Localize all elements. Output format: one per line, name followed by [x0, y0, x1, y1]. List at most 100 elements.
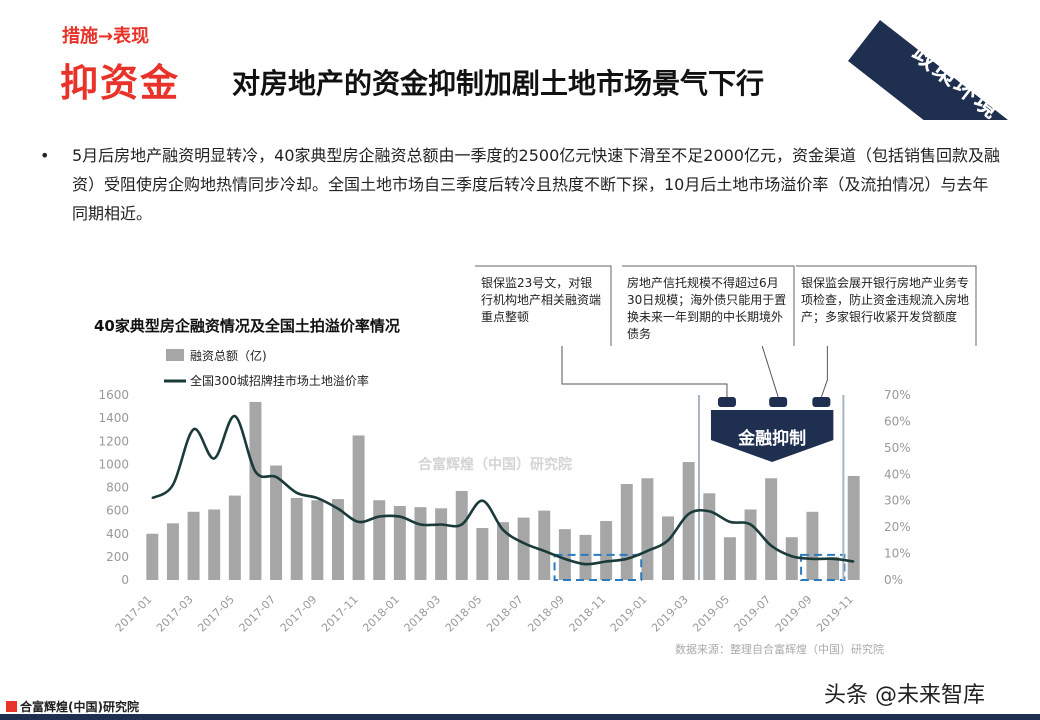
bar	[847, 475, 860, 580]
y-left-tick: 1600	[98, 388, 129, 402]
line-point	[667, 539, 669, 542]
bar	[352, 435, 365, 580]
y-right-tick: 10%	[884, 547, 911, 561]
bar	[208, 509, 221, 580]
line-point	[708, 510, 711, 513]
y-left-tick: 400	[106, 527, 129, 541]
x-tick-label: 2018-05	[443, 593, 485, 635]
bar	[620, 484, 633, 580]
x-tick-label: 2019-03	[649, 593, 691, 635]
x-tick-label: 2018-01	[360, 593, 402, 635]
section-kicker: 措施→表现	[62, 26, 150, 47]
bar	[311, 500, 324, 580]
bar	[806, 511, 819, 580]
x-tick-label: 2018-11	[567, 593, 609, 635]
bar	[455, 490, 468, 580]
line-point	[337, 507, 339, 510]
bar	[641, 478, 654, 580]
bar	[744, 509, 757, 580]
x-tick-label: 2018-09	[525, 593, 567, 635]
bar	[414, 507, 427, 580]
bar	[166, 523, 179, 580]
y-left-tick: 1400	[98, 411, 129, 425]
page-title: 对房地产的资金抑制加剧土地市场景气下行	[232, 67, 765, 100]
line-point	[791, 555, 793, 558]
line-point	[749, 523, 752, 526]
line-point	[687, 513, 690, 515]
line-point	[316, 497, 319, 499]
line-point	[192, 428, 195, 431]
callout-label: 金融抑制	[737, 428, 806, 449]
bar	[765, 478, 778, 580]
line-point	[213, 457, 215, 460]
line-point	[729, 521, 731, 523]
event-marker	[812, 397, 831, 407]
bar	[538, 510, 551, 580]
x-tick-label: 2018-07	[484, 593, 526, 635]
line-point	[502, 528, 504, 531]
y-left-tick: 0	[121, 573, 129, 587]
connector-line	[820, 346, 828, 398]
footer-logo-text: 合富辉煌(中国)研究院	[20, 700, 139, 714]
line-point	[625, 558, 628, 560]
x-tick-label: 2017-03	[154, 593, 196, 635]
y-left-tick: 600	[106, 504, 129, 518]
connector-line	[761, 345, 779, 398]
dashed-highlight-box	[553, 553, 643, 581]
y-right-tick: 0%	[884, 573, 903, 587]
chart-axes: 0 200 400 600 800 1000 1200 1400 1600 0% 10% 20% 30%…	[98, 388, 910, 587]
x-tick-label: 2019-09	[773, 593, 815, 635]
line-point	[522, 542, 525, 544]
source-note: 数据来源：整理自合富辉煌（中国）研究院	[675, 643, 884, 656]
bar	[290, 497, 303, 580]
bar	[497, 522, 509, 580]
line-point	[151, 497, 154, 499]
legend-line-label: 全国300城招牌挂市场土地溢价率	[190, 373, 369, 388]
bullet-paragraph: • 5月后房地产融资明显转冷，40家典型房企融资总额由一季度的2500亿元快速下…	[40, 141, 1000, 228]
legend-bar-swatch	[166, 349, 184, 361]
y-left-tick: 1200	[98, 434, 129, 448]
annotation-note-2: 房地产信托规模不得超过6月30日规模；海外债只能用于置换未来一年到期的中长期境外…	[627, 275, 790, 343]
x-tick-label: 2017-11	[319, 593, 361, 635]
y-right-tick: 40%	[884, 467, 911, 481]
event-marker	[717, 397, 736, 407]
x-tick-label: 2019-07	[732, 593, 774, 635]
note-frame	[622, 265, 795, 346]
line-point	[440, 523, 442, 526]
line-point	[399, 515, 401, 518]
bar	[517, 517, 530, 580]
bullet-text: 5月后房地产融资明显转冷，40家典型房企融资总额由一季度的2500亿元快速下滑至…	[72, 146, 1000, 223]
bar	[228, 495, 241, 580]
bar	[270, 465, 283, 580]
bar	[393, 506, 406, 580]
bar-series	[146, 401, 860, 580]
note-frame	[475, 265, 612, 346]
chart-title: 40家典型房企融资情况及全国土拍溢价率情况	[94, 317, 400, 335]
bar	[785, 537, 798, 580]
x-tick-label: 2019-05	[690, 593, 732, 635]
x-tick-label: 2018-03	[402, 593, 444, 635]
line-point	[481, 499, 484, 502]
note-frame	[796, 265, 977, 346]
chart-watermark: 合富辉煌（中国）研究院	[418, 457, 572, 473]
x-tick-label: 2017-05	[195, 593, 237, 635]
line-series	[151, 414, 855, 566]
line-point	[419, 523, 422, 526]
legend-bar-label: 融资总额（亿)	[190, 348, 267, 363]
line-point	[234, 415, 236, 417]
bar	[146, 533, 159, 580]
bar	[579, 534, 592, 580]
bar	[600, 521, 613, 580]
annotation-connectors	[475, 265, 977, 398]
connector-line	[561, 346, 728, 397]
bar	[187, 511, 200, 580]
line-point	[378, 515, 381, 518]
y-left-tick: 1000	[98, 457, 129, 471]
bar	[476, 527, 489, 580]
x-axis-ticks: 2017-01 2017-03 2017-05 2017-07 2017-09 2017-…	[113, 593, 856, 635]
bar	[682, 462, 695, 580]
y-right-tick: 50%	[884, 441, 911, 455]
bar	[827, 556, 840, 580]
logo-icon	[6, 701, 17, 712]
bar	[703, 493, 716, 580]
